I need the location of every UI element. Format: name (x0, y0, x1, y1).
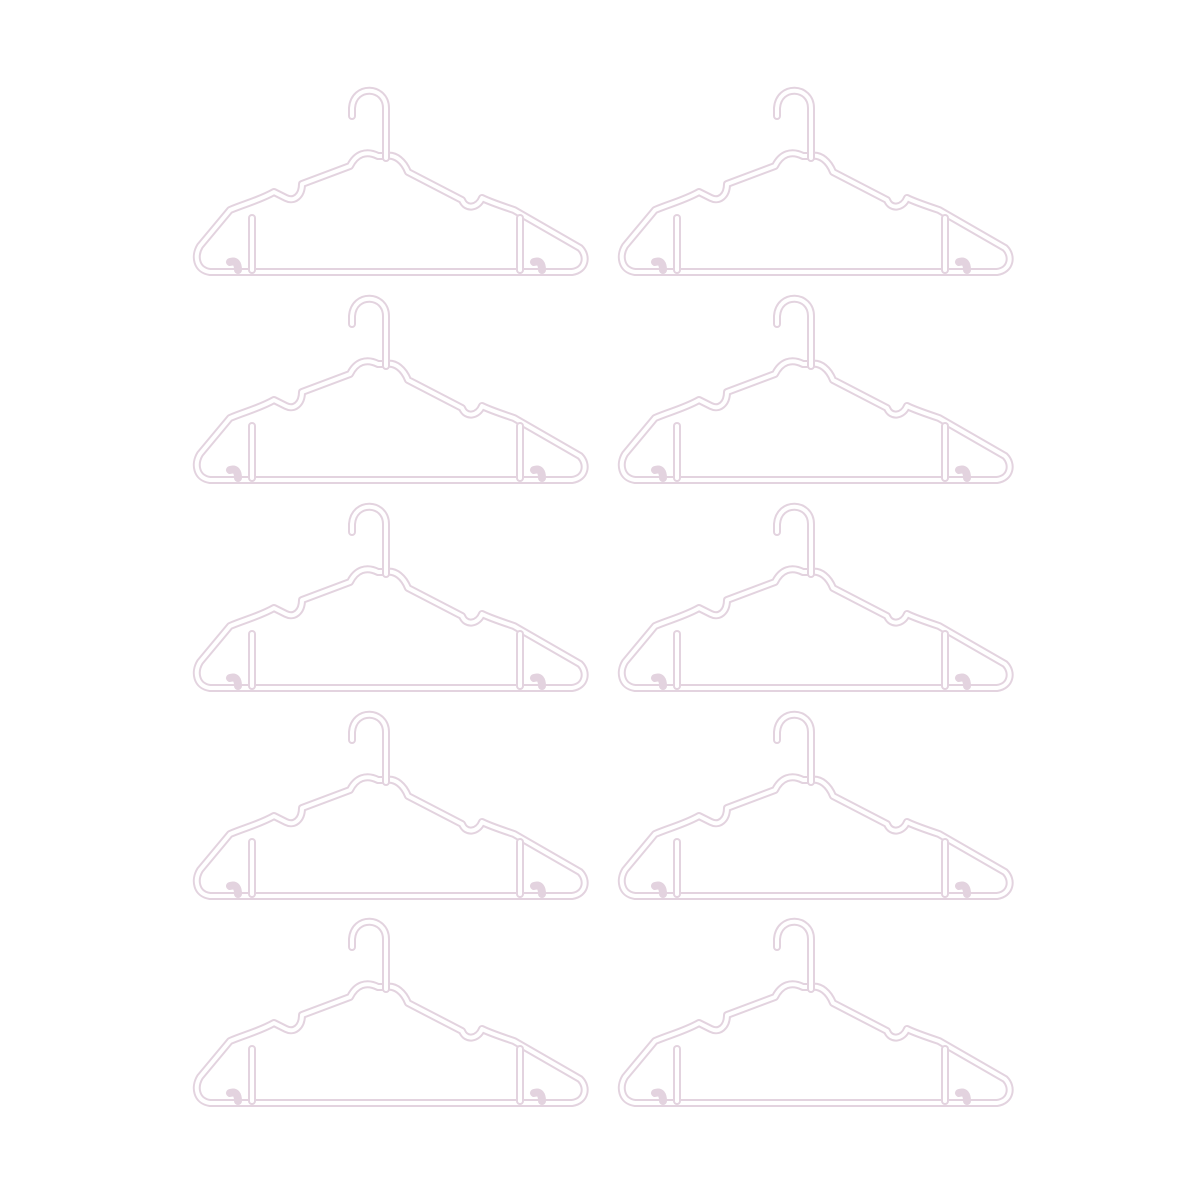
hanger-9 (190, 917, 590, 1113)
hanger-shape (617, 86, 1014, 276)
hanger-left-notch (651, 465, 667, 482)
hanger-hook (348, 86, 390, 162)
hanger-body-inner (194, 359, 587, 482)
hanger-hook-inner (350, 296, 388, 368)
hanger-hook-inner (350, 504, 388, 576)
hanger-body-inner (619, 982, 1012, 1105)
hanger-right-notch (530, 881, 546, 898)
hanger-hook-inner (775, 919, 813, 991)
hanger-hook-inner (350, 88, 388, 160)
hanger-hook-inner (775, 712, 813, 784)
hanger-body-inner (619, 567, 1012, 690)
hanger-body-inner (194, 775, 587, 898)
hanger-left-notch (226, 881, 242, 898)
hanger-right-notch (955, 257, 971, 274)
hanger-right-notch (530, 257, 546, 274)
hanger-right-notch (955, 1088, 971, 1105)
hanger-hook-inner (350, 919, 388, 991)
hanger-left-notch (226, 257, 242, 274)
hanger-shape (192, 710, 589, 900)
hanger-body-inner (619, 775, 1012, 898)
hanger-left-notch (651, 257, 667, 274)
hanger-body-inner (194, 567, 587, 690)
hanger-left-notch (226, 465, 242, 482)
hanger-1 (190, 86, 590, 282)
hanger-hook (348, 710, 390, 786)
hanger-shape (192, 917, 589, 1107)
hanger-5 (190, 502, 590, 698)
hanger-hook (773, 294, 815, 370)
hanger-right-notch (955, 673, 971, 690)
hanger-shape (617, 294, 1014, 484)
hanger-left-notch (226, 1088, 242, 1105)
hanger-body-inner (194, 151, 587, 274)
hanger-hook (348, 294, 390, 370)
hanger-6 (615, 502, 1015, 698)
hanger-left-notch (651, 881, 667, 898)
hanger-left-notch (651, 1088, 667, 1105)
hanger-hook-inner (775, 88, 813, 160)
hanger-hook-inner (775, 504, 813, 576)
hanger-hook (773, 917, 815, 993)
hanger-8 (615, 710, 1015, 906)
hanger-left-notch (226, 673, 242, 690)
hanger-right-notch (530, 1088, 546, 1105)
hanger-shape (192, 502, 589, 692)
hanger-shape (192, 294, 589, 484)
hanger-hook (773, 502, 815, 578)
hanger-left-notch (651, 673, 667, 690)
hanger-body-inner (619, 151, 1012, 274)
hanger-shape (617, 710, 1014, 900)
hanger-4 (615, 294, 1015, 490)
hanger-shape (617, 917, 1014, 1107)
hanger-shape (617, 502, 1014, 692)
hanger-right-notch (955, 465, 971, 482)
hanger-shape (192, 86, 589, 276)
hanger-body-inner (619, 359, 1012, 482)
hanger-hook-inner (775, 296, 813, 368)
hanger-hook-inner (350, 712, 388, 784)
hanger-hook (773, 710, 815, 786)
hanger-hook (773, 86, 815, 162)
hanger-right-notch (955, 881, 971, 898)
hanger-body-inner (194, 982, 587, 1105)
hanger-10 (615, 917, 1015, 1113)
hanger-7 (190, 710, 590, 906)
hanger-2 (615, 86, 1015, 282)
hanger-right-notch (530, 673, 546, 690)
hanger-hook (348, 917, 390, 993)
hanger-right-notch (530, 465, 546, 482)
hanger-hook (348, 502, 390, 578)
hanger-3 (190, 294, 590, 490)
